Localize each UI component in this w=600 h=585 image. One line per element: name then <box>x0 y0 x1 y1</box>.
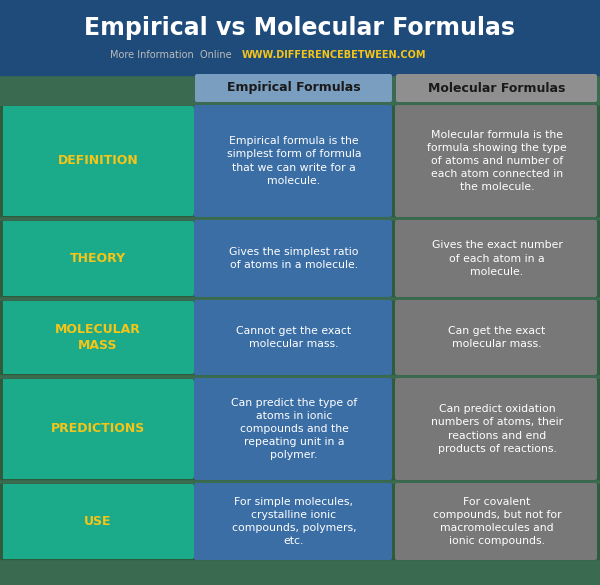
FancyBboxPatch shape <box>194 300 392 375</box>
Text: Can get the exact
molecular mass.: Can get the exact molecular mass. <box>448 326 545 349</box>
Polygon shape <box>3 379 213 479</box>
Text: Empirical Formulas: Empirical Formulas <box>227 81 361 95</box>
FancyBboxPatch shape <box>194 378 392 480</box>
FancyBboxPatch shape <box>395 300 597 375</box>
Bar <box>0 301 600 374</box>
Text: Empirical formula is the
simplest form of formula
that we can write for a
molecu: Empirical formula is the simplest form o… <box>227 136 361 186</box>
FancyBboxPatch shape <box>395 105 597 217</box>
Text: Gives the exact number
of each atom in a
molecule.: Gives the exact number of each atom in a… <box>431 240 562 277</box>
Bar <box>0 484 600 559</box>
FancyBboxPatch shape <box>194 220 392 297</box>
Text: USE: USE <box>84 515 112 528</box>
Text: DEFINITION: DEFINITION <box>58 154 139 167</box>
Text: Molecular formula is the
formula showing the type
of atoms and number of
each at: Molecular formula is the formula showing… <box>427 130 567 192</box>
Bar <box>0 0 600 75</box>
Text: Empirical vs Molecular Formulas: Empirical vs Molecular Formulas <box>85 16 515 40</box>
Text: More Information  Online: More Information Online <box>110 50 238 60</box>
FancyBboxPatch shape <box>395 378 597 480</box>
Text: Gives the simplest ratio
of atoms in a molecule.: Gives the simplest ratio of atoms in a m… <box>229 247 359 270</box>
Text: Molecular Formulas: Molecular Formulas <box>428 81 566 95</box>
Text: WWW.DIFFERENCEBETWEEN.COM: WWW.DIFFERENCEBETWEEN.COM <box>242 50 427 60</box>
Text: For covalent
compounds, but not for
macromolecules and
ionic compounds.: For covalent compounds, but not for macr… <box>433 497 562 546</box>
Text: MOLECULAR
MASS: MOLECULAR MASS <box>55 323 141 352</box>
Bar <box>0 106 600 216</box>
Polygon shape <box>3 301 213 374</box>
Bar <box>0 379 600 479</box>
Text: Can predict oxidation
numbers of atoms, their
reactions and end
products of reac: Can predict oxidation numbers of atoms, … <box>431 404 563 454</box>
FancyBboxPatch shape <box>194 105 392 217</box>
FancyBboxPatch shape <box>395 220 597 297</box>
Text: PREDICTIONS: PREDICTIONS <box>51 422 145 435</box>
FancyBboxPatch shape <box>195 74 392 102</box>
FancyBboxPatch shape <box>194 483 392 560</box>
Bar <box>0 221 600 296</box>
Polygon shape <box>3 221 213 296</box>
Polygon shape <box>3 106 213 216</box>
Text: For simple molecules,
crystalline ionic
compounds, polymers,
etc.: For simple molecules, crystalline ionic … <box>232 497 356 546</box>
FancyBboxPatch shape <box>396 74 597 102</box>
FancyBboxPatch shape <box>395 483 597 560</box>
Text: Cannot get the exact
molecular mass.: Cannot get the exact molecular mass. <box>236 326 352 349</box>
Text: Can predict the type of
atoms in ionic
compounds and the
repeating unit in a
pol: Can predict the type of atoms in ionic c… <box>231 398 357 460</box>
Polygon shape <box>3 484 213 559</box>
Text: THEORY: THEORY <box>70 252 126 265</box>
